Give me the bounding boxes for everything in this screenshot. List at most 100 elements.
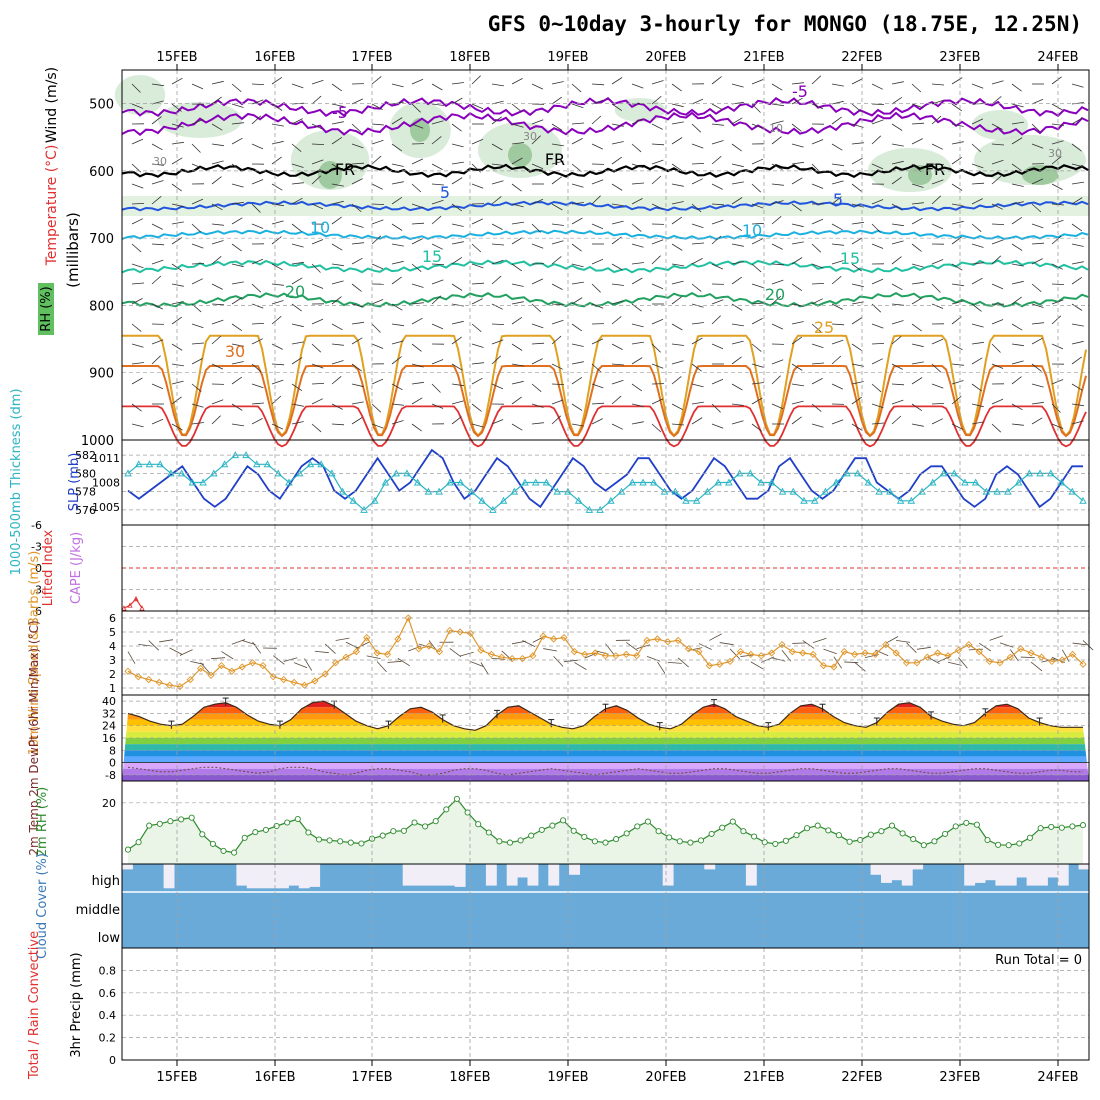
wind-barb <box>991 239 1004 245</box>
rh-point <box>740 828 747 835</box>
lifted-index-point <box>127 602 133 608</box>
wind-barb-10m <box>657 661 666 674</box>
wind-barb <box>511 343 523 351</box>
wind-barb <box>991 343 1001 353</box>
wind-barb <box>671 216 683 225</box>
wind-barb <box>231 297 243 305</box>
wind-barb <box>331 163 343 171</box>
wind-barb <box>591 258 604 265</box>
wind-barb <box>451 241 464 245</box>
wind-barb <box>911 138 923 145</box>
wind-barb <box>531 403 544 408</box>
wind-barb <box>231 376 243 385</box>
wind-barb <box>251 258 264 265</box>
wind-barb-10m <box>906 642 917 653</box>
contour-label: 30 <box>225 342 245 361</box>
thickness-point <box>714 478 722 486</box>
wind-barb <box>871 199 884 205</box>
wind-barb <box>211 240 224 245</box>
wind-barb <box>611 316 622 325</box>
wind-barb <box>331 343 344 346</box>
wind-barb <box>171 77 183 85</box>
wind-barb <box>511 103 522 112</box>
wind-barb <box>231 263 244 268</box>
wind-barb <box>671 403 683 410</box>
wind-barb <box>711 76 722 85</box>
wind-speed-point <box>155 678 163 687</box>
wind-barb <box>931 403 945 405</box>
cloud-high-gap <box>163 864 175 889</box>
wind-barb <box>611 395 622 405</box>
wind-barb <box>231 137 243 145</box>
wind-speed-point <box>560 633 568 642</box>
wind-barb <box>271 315 282 325</box>
wind-barb <box>451 336 462 345</box>
wind-barb <box>791 283 803 292</box>
wind-barb <box>631 383 643 392</box>
wind-barb <box>531 119 544 125</box>
rh-point <box>199 831 206 838</box>
wind-speed-point <box>373 649 381 657</box>
wind-barb <box>171 157 183 165</box>
wind-barb <box>831 383 844 390</box>
wind-speed-point <box>1017 645 1025 653</box>
wind-barb <box>771 83 783 91</box>
wind-barb <box>771 323 784 330</box>
wind-barb <box>671 263 684 267</box>
wind-barb <box>851 237 863 245</box>
wind-barb <box>291 421 304 425</box>
wind-barb <box>231 343 244 347</box>
wind-barb <box>731 356 742 365</box>
wind-barb <box>271 156 282 165</box>
wind-barb <box>331 216 342 225</box>
wind-barb <box>791 383 804 387</box>
wind-barb <box>871 358 883 365</box>
wind-barb <box>951 395 962 405</box>
rh-point <box>337 838 344 845</box>
x-tick-label-bottom: 18FEB <box>449 1070 490 1085</box>
rh-point <box>347 839 354 846</box>
wind-barb <box>231 403 243 411</box>
wind-speed-point <box>404 614 412 622</box>
wind-barb <box>1051 76 1062 85</box>
wind-barb <box>451 383 464 387</box>
wind-speed-point <box>799 649 807 657</box>
contour-5 <box>121 200 1089 212</box>
wind-barb <box>311 383 325 385</box>
wind-speed-point <box>757 652 765 660</box>
rh-axis-title: RH (%) <box>39 286 54 331</box>
wind-barb <box>711 423 724 429</box>
rh-point <box>729 818 736 825</box>
y-tick-label: 1011 <box>92 452 120 465</box>
wind-barb-10m <box>989 635 1003 641</box>
contour-label: FR <box>335 160 355 179</box>
wind-barb <box>251 115 262 125</box>
wind-barb-10m <box>729 648 741 660</box>
wind-barb <box>1031 417 1043 425</box>
wind-barb <box>551 81 564 85</box>
wind-barb <box>611 156 623 165</box>
wind-barb <box>271 236 282 245</box>
wind-barb <box>771 120 784 125</box>
wind10m-axis-title: 10m Wind Speed & Barbs (m/s) <box>27 551 42 756</box>
x-tick-label-top: 21FEB <box>743 50 784 65</box>
cloud-high-gap <box>548 864 560 886</box>
wind-barb-10m <box>449 648 462 658</box>
wind-barb <box>411 203 424 209</box>
wind-barb <box>651 343 661 353</box>
wind-barb <box>1011 183 1024 187</box>
wind-barb <box>851 183 862 192</box>
rh-point <box>910 836 917 843</box>
dewpoint-series-line <box>127 766 1083 776</box>
cloud-high-gap <box>444 864 456 886</box>
wind-barb <box>571 202 584 205</box>
y-tick-label: -8 <box>105 769 116 782</box>
wind-barb <box>431 163 443 170</box>
wind-barb <box>311 123 323 130</box>
wind-barb <box>431 295 442 305</box>
wind-barb <box>691 258 703 265</box>
wind-barb <box>451 143 464 148</box>
wind-speed-point <box>259 661 267 670</box>
wind-barb-10m <box>833 656 843 669</box>
wind-barb <box>931 259 944 265</box>
